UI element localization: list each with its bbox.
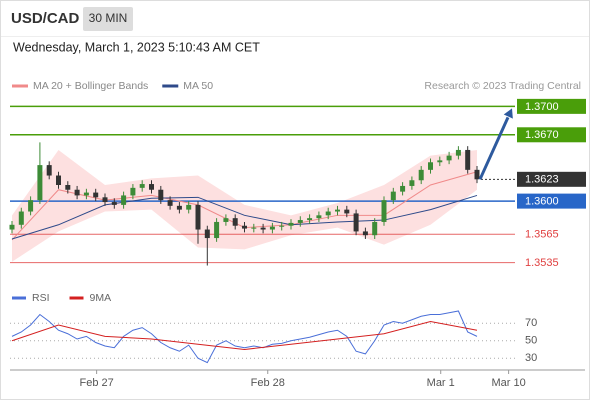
candle-body [149,184,154,190]
interval-button[interactable] [83,7,133,31]
arrow-head [503,108,513,119]
candle-body [428,162,433,170]
candle-body [251,227,257,229]
candle-body [279,225,285,227]
candle-body [242,225,247,229]
candle-body [307,218,313,221]
candle-body [297,220,303,223]
level-box [517,98,586,114]
candle-body [344,209,350,214]
candle-body [269,226,275,230]
rsi-tick-label: 50 [525,335,537,347]
ma-line [11,194,478,240]
candle-body [474,169,480,180]
level-label: 1.3670 [525,129,559,141]
candle-body [37,165,43,201]
level-box [517,171,586,187]
candle-body [130,187,136,196]
candle-body [325,211,331,216]
x-tick-label: Feb 28 [251,377,285,389]
candle-body [56,175,61,185]
candle-body [93,192,99,198]
candle-body [288,222,294,226]
candle-body [195,204,201,230]
rsi-line [11,320,478,351]
candle-body [214,221,220,239]
candle-body [316,215,322,219]
chart-title: USD/CAD [11,10,80,27]
interval-label[interactable]: 30 MIN [89,11,128,25]
candle-body [362,231,368,236]
candle-body [167,200,173,206]
source: Research © 2023 Trading Central [424,80,581,92]
legend-label: MA 50 [183,80,213,92]
candle-body [400,185,406,192]
level-label: 1.3565 [525,229,559,241]
candle-body [409,180,415,186]
candle-body [390,191,396,201]
level-label: 1.3623 [525,174,559,186]
legend-label: MA 20 + Bollinger Bands [33,80,148,92]
candle-body [372,221,378,236]
candle-body [446,155,452,161]
candle-body [418,169,424,181]
rsi-line [11,310,478,364]
candle-body [111,202,117,205]
candle-body [139,184,145,188]
separator [1,36,589,37]
x-tick-label: Mar 1 [427,377,455,389]
candle-body [83,192,89,196]
candle-body [455,149,461,156]
level-label: 1.3535 [525,257,559,269]
candle-body [232,218,238,226]
level-label: 1.3700 [525,101,559,113]
x-tick-label: Mar 10 [491,377,525,389]
candle-body [74,189,80,196]
target-arrow [478,116,510,180]
candle-body [9,224,15,230]
candle-body [465,149,471,170]
candle-body [176,205,182,210]
rsi-tick-label: 30 [525,352,537,364]
candle-body [65,185,71,190]
level-box [517,193,586,209]
candle-body [28,200,34,212]
legend-label: 9MA [90,292,112,304]
x-tick-label: Feb 27 [80,377,114,389]
candle-body [102,197,108,203]
candle-body [335,209,340,212]
candle-body [18,211,24,225]
candle-body [381,200,387,222]
candle-body [158,189,164,201]
candle-body [437,160,443,163]
candle-body [186,204,192,210]
candle-body [260,227,266,230]
legend-label: RSI [32,292,50,304]
level-box [517,127,586,143]
candle-body [204,229,210,239]
candle-body [121,195,127,205]
rsi-tick-label: 70 [525,317,537,329]
level-label: 1.3600 [525,196,559,208]
candle-body [223,218,229,222]
candle-body [46,165,52,176]
candle-body [353,213,359,232]
timestamp: Wednesday, March 1, 2023 5:10:43 AM CET [13,40,260,54]
